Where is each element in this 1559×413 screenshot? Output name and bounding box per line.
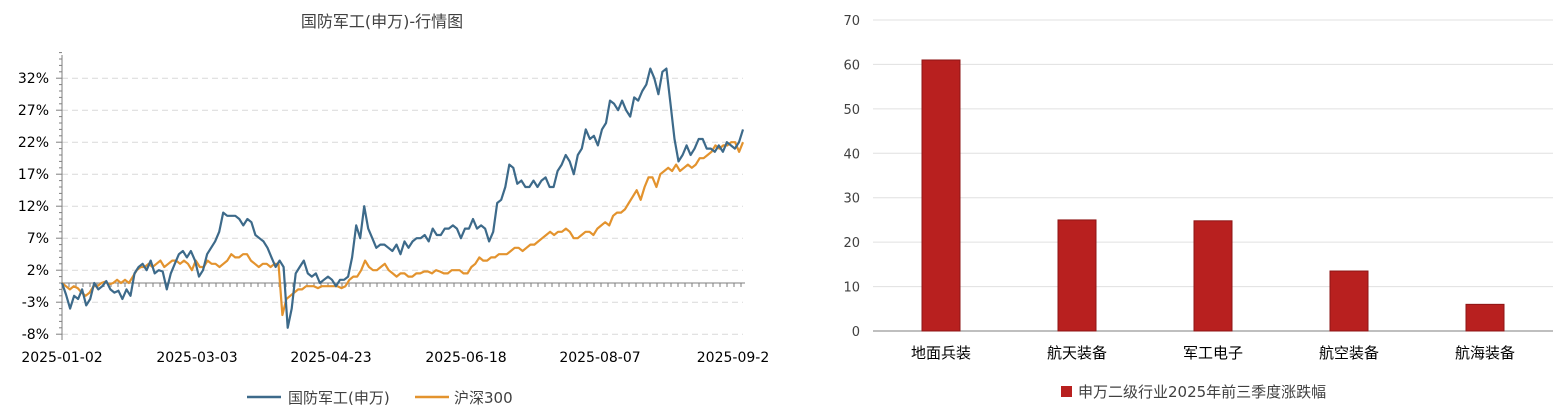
bar-category-label: 航天装备 [1047, 344, 1107, 362]
y-tick-label: 22% [18, 135, 49, 151]
line-chart-gridlines [62, 77, 743, 335]
bar-legend-swatch [1061, 386, 1072, 397]
y-tick-label: -8% [22, 327, 49, 343]
bar-y-tick-label: 30 [843, 192, 860, 207]
line-chart: 国防军工(申万)-行情图 -8% -3% 2% 7% 12% 17% 22% 27% 32% 2… [18, 12, 769, 407]
series-line-defense [60, 67, 745, 329]
line-chart-x-ticks [61, 283, 742, 287]
bar-category-label: 航空装备 [1319, 344, 1379, 362]
y-tick-label: 17% [18, 167, 49, 183]
bar-y-tick-label: 60 [843, 58, 860, 73]
y-tick-label: -3% [22, 295, 49, 311]
x-tick-label: 2025-06-18 [425, 350, 506, 366]
bar-5 [1465, 303, 1505, 332]
bar-y-tick-label: 50 [843, 103, 860, 118]
bar-2 [1057, 219, 1097, 332]
series-line-hs300 [61, 141, 745, 317]
x-tick-label: 2025-03-03 [156, 350, 237, 366]
line-chart-x-tick-labels: 2025-01-02 2025-03-03 2025-04-23 2025-06-18… [21, 350, 769, 366]
y-tick-label: 2% [27, 263, 49, 279]
bar-chart-legend: 申万二级行业2025年前三季度涨跌幅 [1061, 383, 1326, 401]
bar-3 [1193, 220, 1233, 332]
x-tick-label: 2025-01-02 [21, 350, 102, 366]
bar-y-tick-label: 0 [852, 325, 860, 340]
legend-label-defense: 国防军工(申万) [288, 389, 390, 407]
y-tick-label: 7% [27, 231, 49, 247]
bar-chart-y-tick-labels: 0 10 20 30 40 50 60 70 [843, 14, 860, 340]
line-chart-series [60, 67, 745, 329]
bar-category-label: 军工电子 [1183, 344, 1243, 362]
x-tick-label: 2025-09-2 [697, 350, 769, 366]
bar-1 [921, 59, 961, 332]
bar-y-tick-label: 40 [843, 147, 860, 162]
bar-chart: 0 10 20 30 40 50 60 70 地面兵装 航天装备 军工电子 航空装备 航海装备 申万二… [843, 14, 1553, 401]
bar-y-tick-label: 10 [843, 281, 860, 296]
line-chart-legend: 国防军工(申万) 沪深300 [247, 389, 513, 407]
line-chart-y-tick-labels: -8% -3% 2% 7% 12% 17% 22% 27% 32% [18, 71, 49, 343]
x-tick-label: 2025-08-07 [559, 350, 640, 366]
line-chart-title: 国防军工(申万)-行情图 [301, 12, 463, 31]
y-tick-label: 32% [18, 71, 49, 87]
x-tick-label: 2025-04-23 [290, 350, 371, 366]
y-tick-label: 27% [18, 103, 49, 119]
bar-category-label: 地面兵装 [911, 344, 971, 362]
bar-legend-label: 申万二级行业2025年前三季度涨跌幅 [1078, 383, 1326, 401]
bar-category-label: 航海装备 [1455, 344, 1515, 362]
bar-chart-bars [921, 59, 1505, 332]
bar-4 [1329, 270, 1369, 332]
bar-y-tick-label: 20 [843, 236, 860, 251]
line-chart-y-minor-ticks [56, 52, 62, 335]
bar-chart-category-labels: 地面兵装 航天装备 军工电子 航空装备 航海装备 [911, 344, 1515, 362]
bar-y-tick-label: 70 [843, 14, 860, 29]
y-tick-label: 12% [18, 199, 49, 215]
legend-label-hs300: 沪深300 [454, 389, 513, 407]
